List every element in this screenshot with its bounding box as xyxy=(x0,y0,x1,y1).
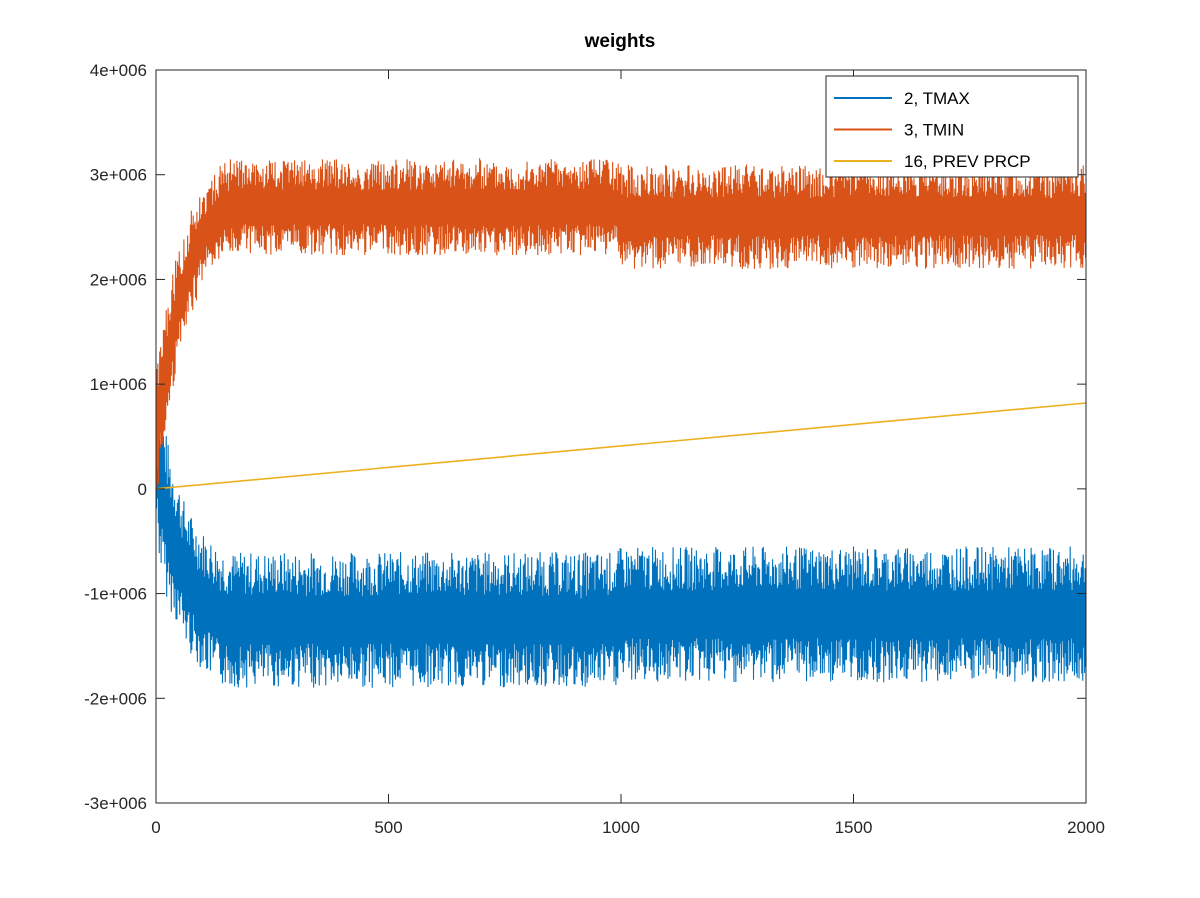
y-tick-label: -2e+006 xyxy=(84,689,147,708)
x-tick-label: 0 xyxy=(151,818,160,837)
y-tick-label: 3e+006 xyxy=(90,166,147,185)
legend-label-2-tmax: 2, TMAX xyxy=(904,89,970,108)
y-tick-label: 1e+006 xyxy=(90,375,147,394)
series-line-16-prev-prcp xyxy=(156,402,1086,490)
y-tick-label: -1e+006 xyxy=(84,585,147,604)
series-line-2-tmax xyxy=(156,373,1086,688)
x-tick-label: 500 xyxy=(374,818,402,837)
series-line-3-tmin xyxy=(156,158,1086,487)
y-tick-label: -3e+006 xyxy=(84,794,147,813)
series-layer xyxy=(156,158,1086,688)
legend-label-16-prev-prcp: 16, PREV PRCP xyxy=(904,152,1031,171)
x-tick-label: 1500 xyxy=(835,818,873,837)
y-tick-label: 2e+006 xyxy=(90,270,147,289)
y-tick-label: 4e+006 xyxy=(90,61,147,80)
x-tick-label: 2000 xyxy=(1067,818,1105,837)
chart-title: weights xyxy=(584,31,656,52)
legend: 2, TMAX 3, TMIN 16, PREV PRCP xyxy=(825,75,1079,178)
legend-label-3-tmin: 3, TMIN xyxy=(904,121,964,140)
x-tick-label: 1000 xyxy=(602,818,640,837)
axes: 0 500 1000 1500 2000 -3e+006 -2e+006 -1e+006 0 1e… xyxy=(84,61,1105,837)
y-tick-label: 0 xyxy=(138,480,147,499)
